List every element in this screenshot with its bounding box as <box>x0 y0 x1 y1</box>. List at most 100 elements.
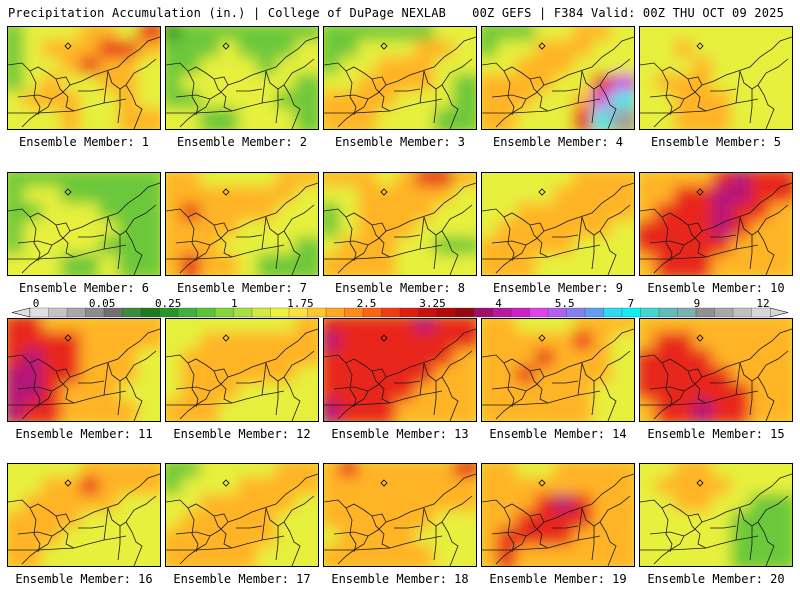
border-line <box>701 36 792 86</box>
border-line <box>283 521 301 566</box>
ensemble-member-panel[interactable] <box>323 26 477 130</box>
colorbar-swatch <box>473 307 493 318</box>
border-line <box>640 110 707 114</box>
border-line <box>394 380 421 384</box>
map-borders <box>482 36 634 129</box>
border-line <box>236 380 263 384</box>
border-line <box>701 182 792 232</box>
precip-cell <box>295 108 318 129</box>
precip-field-map <box>8 27 160 129</box>
border-line <box>640 62 703 128</box>
border-line <box>503 216 515 262</box>
border-line <box>324 547 391 551</box>
station-marker <box>538 479 546 487</box>
border-line <box>324 208 387 274</box>
ensemble-member-panel[interactable] <box>165 26 319 130</box>
map-borders <box>640 36 792 129</box>
border-line <box>433 381 437 416</box>
map-borders <box>324 36 476 129</box>
ensemble-member-panel[interactable] <box>481 172 635 276</box>
border-line <box>649 386 685 392</box>
border-line <box>543 473 634 523</box>
map-borders <box>482 473 634 566</box>
map-borders <box>8 36 160 129</box>
ensemble-member-panel[interactable] <box>7 172 161 276</box>
precip-field-map <box>324 27 476 129</box>
border-line <box>599 84 617 129</box>
precip-cell <box>611 254 634 275</box>
border-line <box>236 525 263 529</box>
precip-cell <box>453 108 476 129</box>
station-marker <box>64 479 72 487</box>
border-line <box>710 380 737 384</box>
border-line <box>78 525 105 529</box>
station-marker <box>696 334 704 342</box>
precip-cell <box>769 254 792 275</box>
ensemble-member-panel[interactable] <box>481 318 635 422</box>
border-line <box>55 515 75 549</box>
border-line <box>8 499 71 565</box>
colorbar-tick-label: 4 <box>495 297 502 310</box>
border-line <box>69 182 160 232</box>
precip-cell <box>611 400 634 421</box>
border-line <box>17 386 53 392</box>
border-line <box>710 234 737 238</box>
precip-field-map <box>640 464 792 566</box>
border-line <box>661 216 673 262</box>
ensemble-member-panel[interactable] <box>165 318 319 422</box>
ensemble-member-panel[interactable] <box>639 463 793 567</box>
border-line <box>29 70 41 116</box>
border-line <box>441 84 459 129</box>
station-marker <box>380 42 388 50</box>
ensemble-member-panel[interactable] <box>639 318 793 422</box>
border-line <box>324 354 387 420</box>
border-line <box>482 110 549 114</box>
ensemble-member-panel[interactable] <box>7 26 161 130</box>
border-line <box>649 240 685 246</box>
ensemble-member-panel[interactable] <box>639 172 793 276</box>
station-marker <box>64 334 72 342</box>
ensemble-member-panel[interactable] <box>481 26 635 130</box>
border-line <box>261 362 267 396</box>
border-line <box>125 376 143 421</box>
ensemble-member-label: Ensemble Member: 19 <box>489 572 627 586</box>
colorbar-swatch <box>603 307 623 318</box>
border-line <box>577 216 583 250</box>
border-line <box>8 354 71 420</box>
border-line <box>640 208 703 274</box>
border-line <box>187 362 199 408</box>
ensemble-member-label: Ensemble Member: 10 <box>647 281 785 295</box>
border-line <box>529 224 549 258</box>
precip-cell <box>137 254 160 275</box>
station-marker <box>696 188 704 196</box>
ensemble-member-panel[interactable] <box>165 463 319 567</box>
border-line <box>275 526 279 561</box>
border-line <box>482 256 549 260</box>
border-line <box>640 402 707 406</box>
station-marker <box>538 42 546 50</box>
colorbar-swatch <box>714 307 734 318</box>
ensemble-member-panel[interactable] <box>7 463 161 567</box>
precip-field-map <box>166 319 318 421</box>
border-line <box>419 70 425 104</box>
map-borders <box>324 182 476 275</box>
precip-field-map <box>8 173 160 275</box>
ensemble-member-panel[interactable] <box>639 26 793 130</box>
border-line <box>187 216 199 262</box>
colorbar-swatch <box>658 307 678 318</box>
colorbar-min-arrow <box>11 307 31 318</box>
colorbar-swatch <box>122 307 142 318</box>
ensemble-member-panel[interactable] <box>7 318 161 422</box>
precip-field-map <box>166 464 318 566</box>
ensemble-member-panel[interactable] <box>323 463 477 567</box>
map-borders <box>166 36 318 129</box>
border-line <box>283 84 301 129</box>
station-marker <box>222 42 230 50</box>
ensemble-member-panel[interactable] <box>481 463 635 567</box>
ensemble-member-panel[interactable] <box>165 172 319 276</box>
border-line <box>394 88 421 92</box>
ensemble-member-panel[interactable] <box>323 172 477 276</box>
ensemble-member-panel[interactable] <box>323 318 477 422</box>
border-line <box>701 473 792 523</box>
border-line <box>640 354 703 420</box>
